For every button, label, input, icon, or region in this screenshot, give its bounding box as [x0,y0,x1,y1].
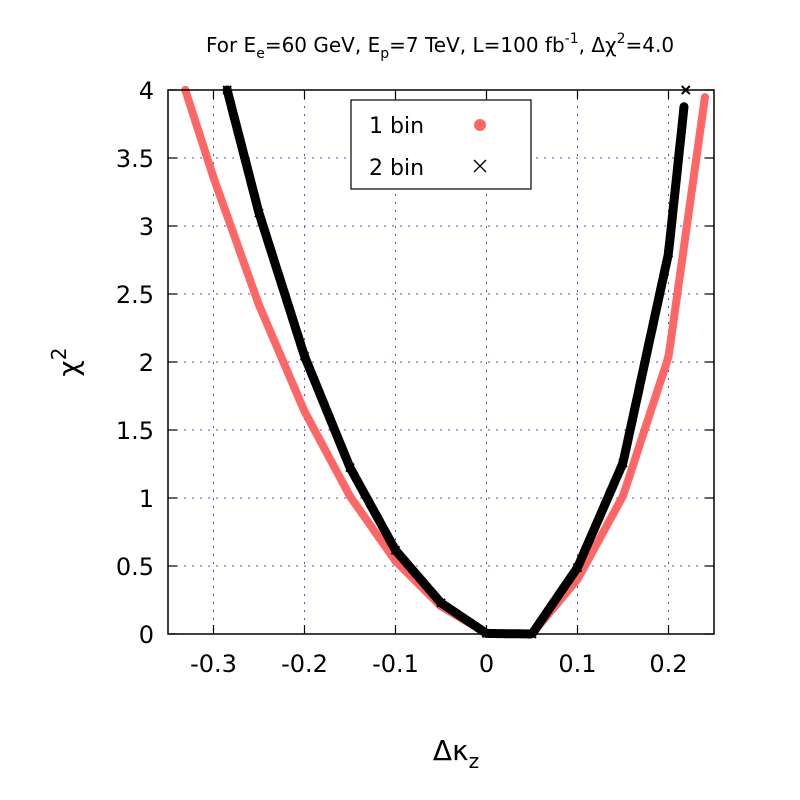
title-part: , Δχ [579,33,617,57]
series-2-bin [222,85,691,639]
legend-label-2-bin: 2 bin [369,156,424,181]
data-point [663,248,674,259]
data-point [572,562,583,573]
y-tick-label: 0.5 [116,553,154,581]
data-point [255,301,263,310]
data-point [436,598,446,608]
y-tick-label: 1.5 [116,417,154,445]
data-point [390,545,401,555]
y-tick-label: 2 [139,349,154,377]
legend: 1 bin 2 bin [350,99,532,190]
y-tick-label: 3 [139,213,154,241]
legend-marker-cross [473,159,487,173]
x-tick-label: 0 [479,650,494,678]
data-point [254,208,264,218]
x-tick-label: -0.2 [281,650,328,678]
title-part: =7 TeV, L=100 fb [389,33,565,57]
title-part: =60 GeV, E [265,33,380,57]
data-point [345,462,355,473]
data-point [618,458,628,468]
y-tick-label: 1 [139,485,154,513]
data-point [300,407,309,416]
x-tick-label: 0.2 [649,650,687,678]
title-part: -1 [565,31,579,47]
y-tick-label: 3.5 [116,145,154,173]
data-point [209,173,218,182]
title-part: =4.0 [625,33,674,57]
title-part: p [380,46,389,62]
x-tick-label: -0.3 [190,650,237,678]
x-axis-label: Δκz [433,734,479,773]
y-tick-label: 0 [139,621,154,649]
y-axis-label: χ2 [47,348,85,377]
y-label-main: χ [52,360,85,376]
x-tick-label: 0.1 [558,650,596,678]
data-point [700,93,709,102]
data-point [299,351,310,361]
x-label-main: Δκ [433,734,469,767]
legend-box [350,99,532,190]
x-label-sub: z [469,749,480,773]
y-label-sup: 2 [47,348,71,361]
title-part: e [256,46,265,62]
title-part: For E [206,33,256,57]
chart-title: For Ee=60 GeV, Ep=7 TeV, L=100 fb-1, Δχ2… [206,31,674,62]
series-curve [222,85,689,639]
data-point [346,492,354,501]
x-tick-label: -0.1 [372,650,419,678]
plot-series [181,85,709,639]
data-point [619,491,627,500]
axis-ticks: -0.3 -0.2 -0.1 0 0.1 0.2 0 0.5 1 1.5 2 2.5 3 3.5 4 [116,77,714,678]
y-tick-label: 4 [139,77,154,105]
legend-marker-circle [474,119,486,131]
data-point [664,353,673,362]
title-part: 2 [617,31,626,47]
y-tick-label: 2.5 [116,281,154,309]
legend-label-1-bin: 1 bin [369,114,424,139]
